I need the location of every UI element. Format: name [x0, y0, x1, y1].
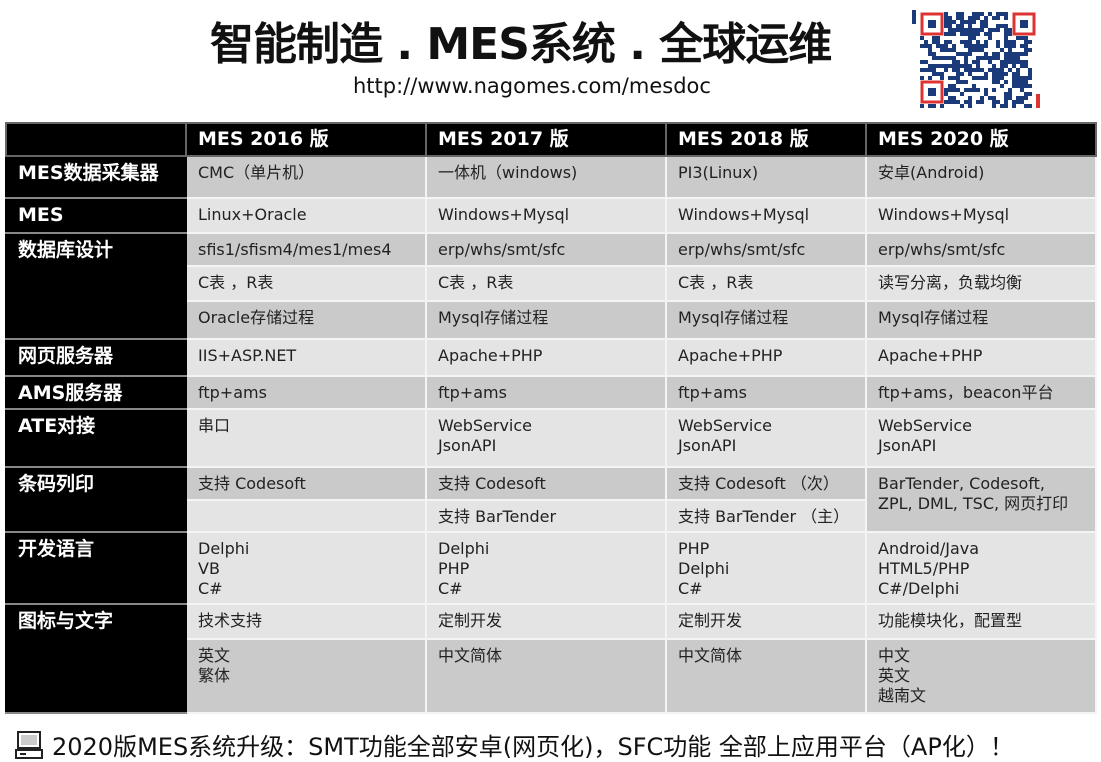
- row-label: ATE对接: [5, 408, 187, 468]
- table-cell: Apache+PHP: [425, 338, 667, 377]
- table-cell: Apache+PHP: [865, 338, 1097, 377]
- cell-line: VB: [198, 559, 220, 578]
- table-cell: ftp+ams: [185, 375, 427, 410]
- row-label: 网页服务器: [5, 338, 187, 377]
- table-cell: WebService JsonAPI: [665, 408, 867, 468]
- cell-line: JsonAPI: [678, 436, 737, 455]
- row-label: MES数据采集器: [5, 155, 187, 199]
- table-cell: 技术支持: [185, 603, 427, 640]
- table-cell: WebService JsonAPI: [425, 408, 667, 468]
- table-cell: IIS+ASP.NET: [185, 338, 427, 377]
- table-cell: [185, 499, 427, 533]
- table-cell: 英文 繁体: [185, 638, 427, 714]
- table-cell: C表 ，R表: [185, 265, 427, 302]
- table-cell: Delphi PHP C#: [425, 531, 667, 605]
- cell-line: WebService: [678, 416, 773, 435]
- table-cell: sfis1/sfism4/mes1/mes4: [185, 232, 427, 267]
- website-url[interactable]: http://www.nagomes.com/mesdoc: [353, 74, 711, 98]
- table-cell: ftp+ams: [665, 375, 867, 410]
- table-cell: Oracle存储过程: [185, 300, 427, 340]
- table-cell: PHP Delphi C#: [665, 531, 867, 605]
- header-cell: MES 2017 版: [425, 122, 667, 157]
- table-cell: WebService JsonAPI: [865, 408, 1097, 468]
- cell-line: C#/Delphi: [878, 579, 960, 598]
- cell-line: C#: [438, 579, 463, 598]
- table-cell: 安卓(Android): [865, 155, 1097, 199]
- table-cell: Mysql存储过程: [425, 300, 667, 340]
- row-label: 图标与文字: [5, 603, 187, 714]
- table-cell: 支持 Codesoft: [185, 466, 427, 501]
- table-cell: Mysql存储过程: [865, 300, 1097, 340]
- table-cell: Linux+Oracle: [185, 197, 427, 234]
- cell-line: 英文: [878, 666, 911, 685]
- table-cell: ftp+ams: [425, 375, 667, 410]
- table-cell: Delphi VB C#: [185, 531, 427, 605]
- table-cell: ftp+ams，beacon平台: [865, 375, 1097, 410]
- cell-line: Delphi: [198, 539, 250, 558]
- mes-version-table: MES 2016 版 MES 2017 版 MES 2018 版 MES 202…: [5, 122, 1097, 714]
- row-label: AMS服务器: [5, 375, 187, 410]
- header-row: MES 2016 版 MES 2017 版 MES 2018 版 MES 202…: [5, 122, 1097, 157]
- cell-line: 越南文: [878, 686, 927, 705]
- cell-line: WebService: [878, 416, 973, 435]
- table-cell: 功能模块化，配置型: [865, 603, 1097, 640]
- table-cell: erp/whs/smt/sfc: [665, 232, 867, 267]
- cell-line: 中文: [878, 646, 911, 665]
- table-cell: erp/whs/smt/sfc: [865, 232, 1097, 267]
- table-cell: 中文 英文 越南文: [865, 638, 1097, 714]
- table-cell: 支持 BarTender （主）: [665, 499, 867, 533]
- cell-line: C#: [198, 579, 223, 598]
- table-cell: Apache+PHP: [665, 338, 867, 377]
- cell-line: JsonAPI: [878, 436, 937, 455]
- table-cell: Android/Java HTML5/PHP C#/Delphi: [865, 531, 1097, 605]
- cell-line: ZPL, DML, TSC, 网页打印: [878, 494, 1069, 513]
- table-cell: PI3(Linux): [665, 155, 867, 199]
- table-cell: 中文简体: [665, 638, 867, 714]
- table-cell: Windows+Mysql: [865, 197, 1097, 234]
- qr-code-icon: [912, 6, 1044, 114]
- table-cell: 中文简体: [425, 638, 667, 714]
- cell-line: BarTender, Codesoft,: [878, 474, 1045, 493]
- table-cell: Windows+Mysql: [425, 197, 667, 234]
- cell-line: C#: [678, 579, 703, 598]
- table-cell: BarTender, Codesoft, ZPL, DML, TSC, 网页打印: [865, 466, 1097, 533]
- page-title: 智能制造 . MES系统 . 全球运维: [210, 19, 832, 70]
- row-label: 数据库设计: [5, 232, 187, 340]
- table-cell: C表 ，R表: [425, 265, 667, 302]
- table-cell: erp/whs/smt/sfc: [425, 232, 667, 267]
- table-cell: 支持 BarTender: [425, 499, 667, 533]
- cell-line: JsonAPI: [438, 436, 497, 455]
- table-cell: CMC（单片机）: [185, 155, 427, 199]
- table-cell: 一体机（windows): [425, 155, 667, 199]
- cell-line: Delphi: [678, 559, 730, 578]
- row-label: MES: [5, 197, 187, 234]
- header-cell: [5, 122, 187, 157]
- footer-text: 2020版MES系统升级：SMT功能全部安卓(网页化)，SFC功能 全部上应用平…: [52, 733, 1014, 761]
- cell-line: WebService: [438, 416, 533, 435]
- row-label: 条码列印: [5, 466, 187, 533]
- row-label: 开发语言: [5, 531, 187, 605]
- table-cell: C表 ，R表: [665, 265, 867, 302]
- footer-note: 2020版MES系统升级：SMT功能全部安卓(网页化)，SFC功能 全部上应用平…: [14, 727, 1014, 762]
- table-cell: 串口: [185, 408, 427, 468]
- table-cell: 定制开发: [425, 603, 667, 640]
- header-cell: MES 2020 版: [865, 122, 1097, 157]
- table-cell: Windows+Mysql: [665, 197, 867, 234]
- table-cell: 定制开发: [665, 603, 867, 640]
- computer-icon: [15, 730, 43, 759]
- table-cell: 读写分离，负载均衡: [865, 265, 1097, 302]
- cell-line: HTML5/PHP: [878, 559, 970, 578]
- cell-line: Delphi: [438, 539, 490, 558]
- table-cell: 支持 Codesoft （次）: [665, 466, 867, 501]
- cell-line: 英文: [198, 646, 231, 665]
- cell-line: PHP: [438, 559, 470, 578]
- cell-line: Android/Java: [878, 539, 980, 558]
- header-cell: MES 2018 版: [665, 122, 867, 157]
- cell-line: PHP: [678, 539, 710, 558]
- cell-line: 繁体: [198, 666, 231, 685]
- table-cell: 支持 Codesoft: [425, 466, 667, 501]
- table-cell: Mysql存储过程: [665, 300, 867, 340]
- header-cell: MES 2016 版: [185, 122, 427, 157]
